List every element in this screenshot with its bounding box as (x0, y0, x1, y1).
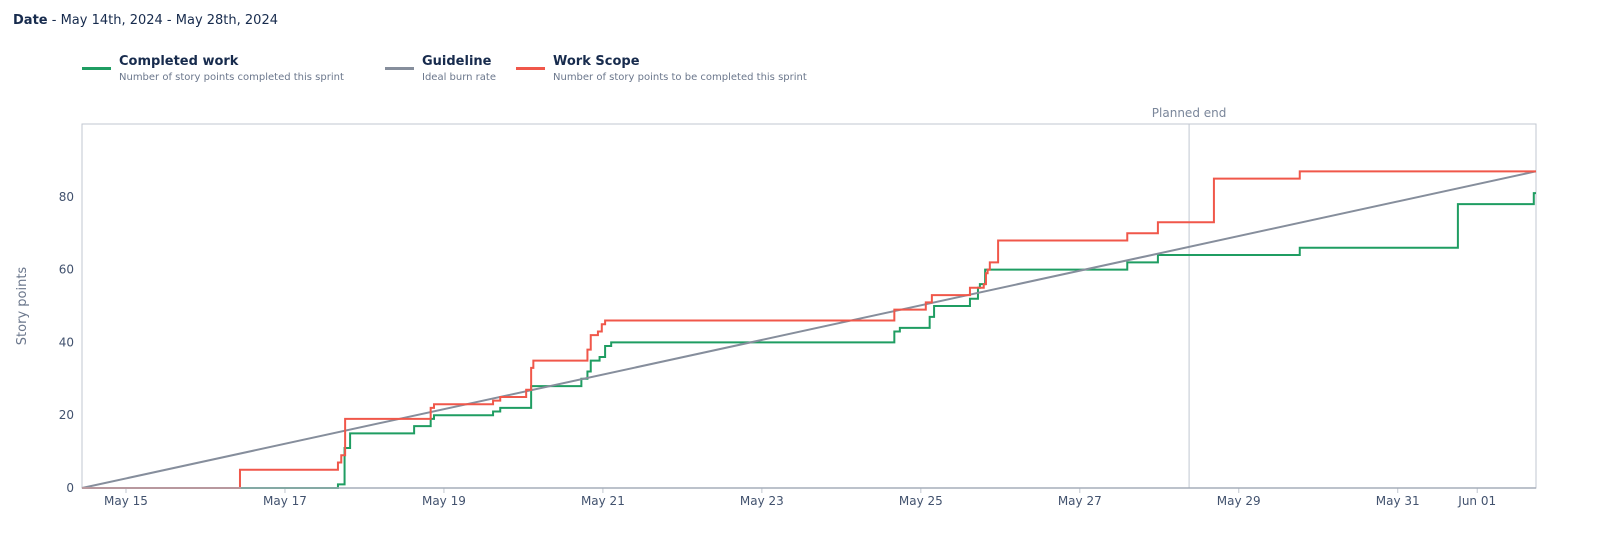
y-axis-label: Story points (15, 267, 30, 346)
x-tick-label: May 25 (899, 494, 943, 508)
legend-title: Guideline (422, 54, 492, 69)
x-tick-label: May 23 (740, 494, 784, 508)
legend-item-guideline[interactable]: Guideline Ideal burn rate (385, 53, 500, 85)
x-tick-label: May 15 (104, 494, 148, 508)
y-tick-label: 80 (59, 190, 74, 204)
y-tick-label: 0 (66, 481, 74, 495)
date-range-value: - May 14th, 2024 - May 28th, 2024 (47, 13, 278, 28)
x-tick-label: May 21 (581, 494, 625, 508)
legend-subtitle: Number of story points completed this sp… (119, 72, 344, 83)
legend-swatch (385, 67, 414, 70)
y-tick-label: 60 (59, 263, 74, 277)
chart-legend: Completed work Number of story points com… (82, 53, 823, 85)
date-range: Date - May 14th, 2024 - May 28th, 2024 (13, 13, 278, 28)
x-tick-label: May 17 (263, 494, 307, 508)
legend-item-completed[interactable]: Completed work Number of story points com… (82, 53, 369, 85)
legend-subtitle: Number of story points to be completed t… (553, 72, 807, 83)
legend-subtitle: Ideal burn rate (422, 72, 496, 83)
x-tick-label: May 31 (1376, 494, 1420, 508)
y-tick-label: 20 (59, 408, 74, 422)
series-completed-work (82, 192, 1536, 489)
legend-title: Work Scope (553, 54, 640, 69)
x-tick-label: May 27 (1058, 494, 1102, 508)
x-tick-label: Jun 01 (1457, 494, 1496, 508)
plot-frame (81, 123, 1537, 489)
series-work-scope (82, 170, 1536, 489)
date-label: Date (13, 13, 48, 28)
series-guideline (81, 170, 1537, 489)
x-tick-label: May 19 (422, 494, 466, 508)
x-tick-label: May 29 (1217, 494, 1261, 508)
legend-item-scope[interactable]: Work Scope Number of story points to be c… (516, 53, 807, 85)
y-tick-label: 40 (59, 335, 74, 349)
legend-swatch (82, 67, 111, 70)
planned-end-label: Planned end (1152, 106, 1227, 120)
legend-title: Completed work (119, 54, 239, 69)
legend-swatch (516, 67, 545, 70)
